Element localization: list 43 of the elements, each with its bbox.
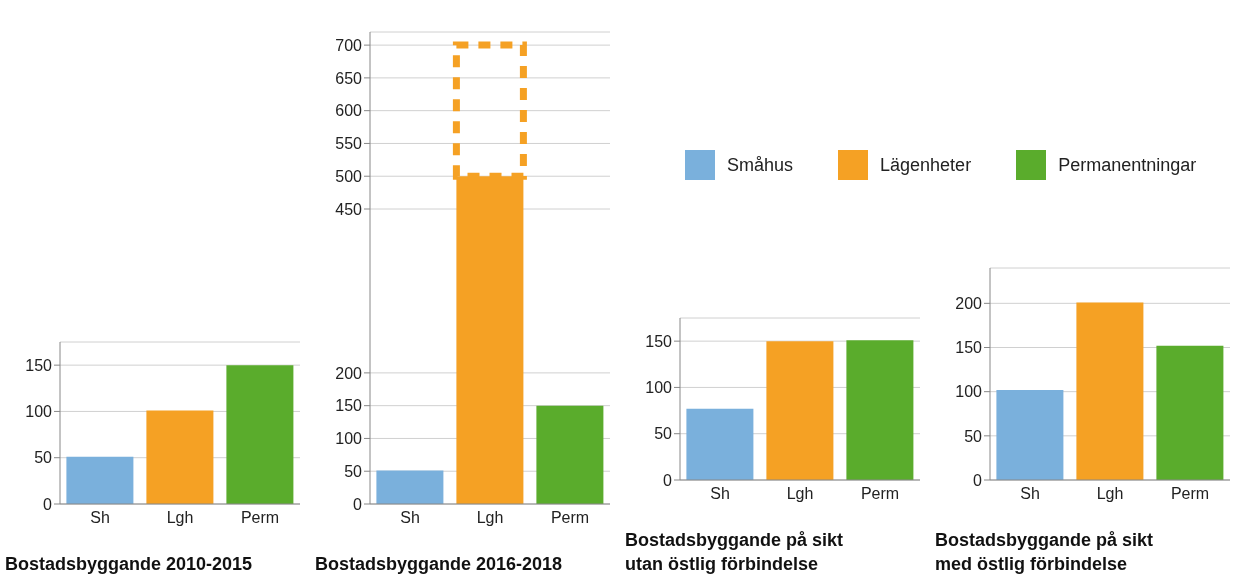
x-tick-label: Perm <box>550 509 590 527</box>
y-tick-label: 150 <box>25 356 53 374</box>
y-tick-label: 150 <box>645 332 673 350</box>
x-tick-label: Perm <box>860 485 900 503</box>
legend-label: Småhus <box>727 154 794 176</box>
x-tick-label: Sh <box>400 509 420 527</box>
y-tick-label: 0 <box>43 495 53 513</box>
legend-label: Lägenheter <box>880 154 972 176</box>
x-tick-label: Perm <box>1170 485 1210 503</box>
legend-label: Permanentningar <box>1058 154 1197 176</box>
y-tick-label: 50 <box>964 427 983 445</box>
text: Bostadsbyggande 2010-2015 <box>5 553 254 576</box>
y-tick-label: 50 <box>654 425 673 443</box>
y-tick-label: 50 <box>344 462 363 480</box>
y-tick-label: 0 <box>663 471 673 489</box>
y-tick-label: 150 <box>955 339 983 357</box>
y-tick-label: 500 <box>335 167 363 185</box>
y-tick-label: 100 <box>955 383 983 401</box>
x-tick-label: Lgh <box>166 509 194 527</box>
y-tick-label: 50 <box>34 449 53 467</box>
y-tick-label: 100 <box>645 379 673 397</box>
y-tick-label: 100 <box>25 403 53 421</box>
x-tick-label: Sh <box>1020 485 1040 503</box>
x-tick-label: Perm <box>240 509 280 527</box>
y-tick-label: 600 <box>335 102 363 120</box>
text: Bostadsbyggande på sikt utan östlig förbindelse <box>625 529 845 576</box>
x-tick-label: Sh <box>710 485 730 503</box>
x-tick-label: Lgh <box>786 485 814 503</box>
y-tick-label: 700 <box>335 36 363 54</box>
x-tick-label: Sh <box>90 509 110 527</box>
y-tick-label: 650 <box>335 69 363 87</box>
y-tick-label: 0 <box>353 495 363 513</box>
y-tick-label: 200 <box>335 364 363 382</box>
y-tick-label: 150 <box>335 397 363 415</box>
x-tick-label: Lgh <box>1096 485 1124 503</box>
y-tick-label: 550 <box>335 135 363 153</box>
text: Bostadsbyggande på sikt med östlig förbindelse <box>935 529 1155 576</box>
x-tick-label: Lgh <box>476 509 504 527</box>
y-tick-label: 450 <box>335 200 363 218</box>
y-tick-label: 100 <box>335 430 363 448</box>
text: Bostadsbyggande 2016-2018 <box>315 553 564 576</box>
y-tick-label: 200 <box>955 295 983 313</box>
y-tick-label: 0 <box>973 471 983 489</box>
